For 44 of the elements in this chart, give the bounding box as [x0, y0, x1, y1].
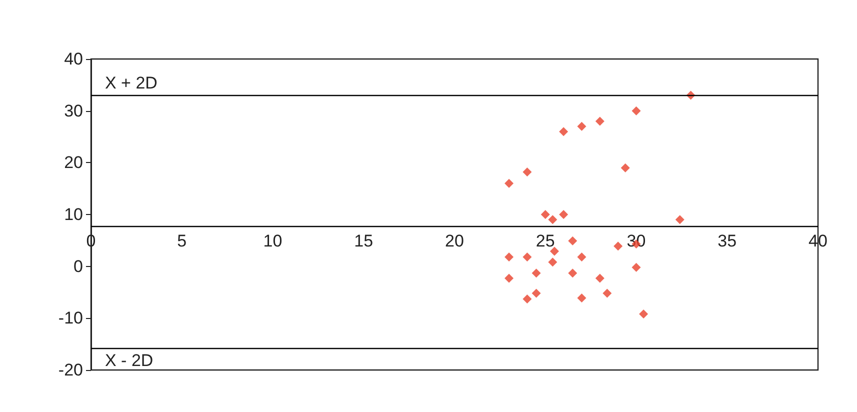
x-tick-label: 25 — [536, 231, 555, 250]
point — [577, 293, 586, 302]
point — [504, 178, 514, 188]
point — [595, 274, 604, 283]
point — [577, 252, 586, 262]
point — [620, 163, 630, 172]
point — [559, 127, 568, 136]
point — [504, 274, 514, 283]
ref-line-label: X + 2D — [105, 73, 158, 92]
point — [522, 252, 532, 262]
point — [504, 252, 514, 262]
y-tick-label: 40 — [64, 50, 83, 68]
ref-line-label: X - 2D — [105, 351, 154, 370]
point — [614, 242, 623, 251]
x-tick-label: 35 — [718, 231, 737, 250]
y-tick-label: 20 — [64, 153, 83, 172]
point — [632, 106, 641, 116]
point — [548, 258, 558, 267]
x-tick-label: 15 — [354, 231, 374, 250]
x-tick-label: 20 — [445, 231, 464, 250]
point — [568, 236, 578, 246]
point — [548, 215, 558, 224]
point — [540, 210, 550, 219]
point — [522, 294, 532, 304]
y-tick-label: 0 — [74, 256, 83, 276]
x-tick-label: 10 — [263, 231, 282, 250]
point — [602, 288, 612, 298]
x-tick-label: 5 — [177, 231, 187, 250]
point — [559, 210, 568, 219]
point — [675, 215, 684, 224]
x-tick-label: 30 — [626, 231, 646, 250]
y-tick-label: 30 — [64, 101, 83, 120]
point — [632, 262, 641, 272]
point — [522, 167, 532, 176]
y-tick-label: -20 — [58, 360, 83, 380]
y-tick-label: -10 — [58, 308, 83, 328]
y-tick-label: 10 — [64, 205, 83, 224]
point — [532, 288, 541, 298]
point — [595, 116, 604, 126]
point — [550, 246, 559, 256]
point — [639, 310, 648, 319]
point — [532, 268, 541, 278]
point — [577, 122, 586, 131]
point — [568, 268, 578, 278]
